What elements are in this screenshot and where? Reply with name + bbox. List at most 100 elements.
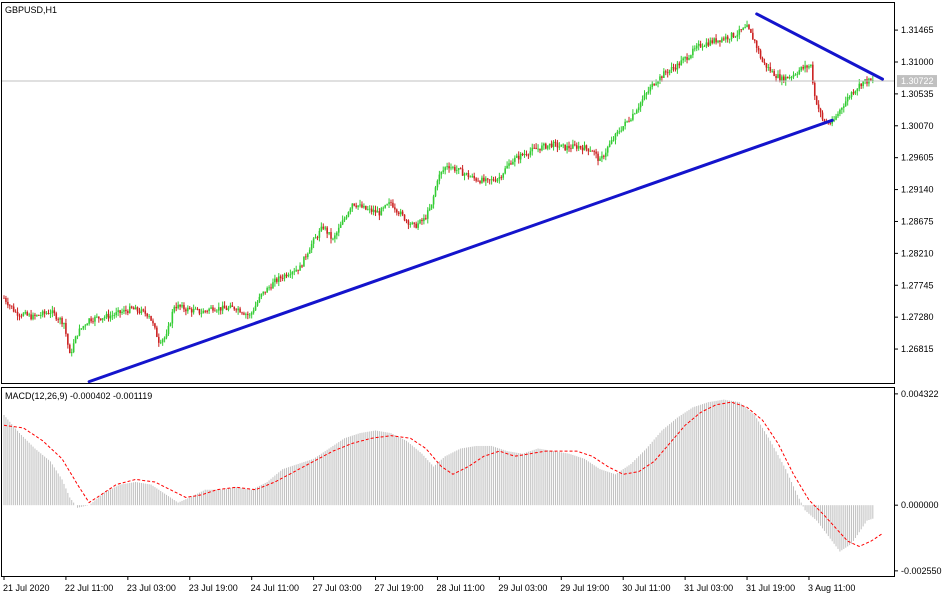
candle-body [130,306,133,308]
candle-body [850,92,853,97]
candle-body [500,177,503,178]
candle-body [47,313,50,314]
candle-body [601,155,603,159]
candle-body [550,143,553,148]
candle-body [188,307,191,310]
candle-body [753,39,756,41]
candle-body [32,314,34,320]
candles-layer [3,20,874,357]
candle-body [279,276,282,279]
candle-body [359,204,361,206]
candle-body [3,297,5,299]
candle-body [165,333,168,338]
candle-body [258,296,261,303]
candle-body [239,308,241,313]
candle-body [713,38,715,43]
time-tick-label: 24 Jul 11:00 [251,583,299,593]
candle-body [225,308,228,310]
candle-body [738,29,741,35]
candle-body [529,151,532,155]
candle-body [858,83,861,89]
symbol-label: GBPUSD,H1 [5,5,57,15]
candle-body [36,314,38,316]
candle-body [299,265,301,271]
candle-body [639,102,642,108]
candle-body [802,66,804,69]
candle-body [262,291,265,294]
candle-body [409,224,412,225]
candle-body [372,209,375,212]
candle-body [620,130,623,132]
candle-body [115,312,118,316]
candle-body [88,318,90,324]
candle-body [661,76,663,78]
candle-body [461,168,464,176]
candle-body [463,173,466,176]
candle-body [730,32,733,39]
candle-body [541,145,543,151]
candle-body [363,205,365,208]
candle-body [781,76,783,81]
candle-body [568,145,570,149]
candle-body [426,210,429,219]
candle-body [457,168,460,170]
candle-body [132,307,135,310]
candle-body [523,154,526,156]
candle-body [734,36,737,38]
price-tick-label: 1.30535 [901,89,934,99]
candle-body [581,147,584,151]
macd-panel[interactable]: MACD(12,26,9) -0.000402 -0.001119 [1,387,895,577]
candle-body [123,309,125,312]
candle-body [765,63,768,68]
candle-body [577,146,580,149]
candle-body [794,74,797,76]
candle-body [515,155,518,158]
candle-body [65,323,67,334]
candle-body [374,209,377,213]
candle-body [67,333,69,345]
candle-body [403,214,406,221]
candle-body [792,74,795,78]
candle-body [560,144,563,147]
candle-body [678,63,681,66]
candle-body [86,323,89,326]
candle-body [693,48,696,50]
candle-body [413,222,416,224]
candle-body [746,24,748,28]
candle-body [854,91,857,94]
time-tick-label: 27 Jul 19:00 [375,583,424,593]
candle-body [744,27,746,29]
candle-body [320,226,323,231]
candle-body [545,143,547,149]
candle-body [610,140,613,144]
candle-body [510,163,512,165]
candle-body [248,314,251,316]
candle-body [217,307,220,311]
candle-body [695,45,698,49]
candle-body [301,265,303,267]
candle-body [105,313,108,318]
candle-body [396,209,398,213]
candle-body [415,223,417,228]
candle-body [61,318,63,325]
candle-body [260,293,263,297]
candle-body [543,143,545,146]
candle-body [635,110,638,114]
candle-body [270,287,272,289]
candle-body [34,314,36,316]
candle-body [459,168,462,169]
candle-body [156,327,158,337]
candle-body [574,144,576,146]
candle-body [690,55,692,58]
candle-body [757,47,760,51]
candle-body [190,309,193,313]
candle-body [657,81,659,84]
candle-body [423,218,425,222]
macd-tick-label: 0.000000 [901,500,939,510]
candle-body [663,71,665,78]
candle-body [651,83,654,88]
price-panel[interactable]: GBPUSD,H1 [1,2,895,384]
candle-body [537,148,539,150]
